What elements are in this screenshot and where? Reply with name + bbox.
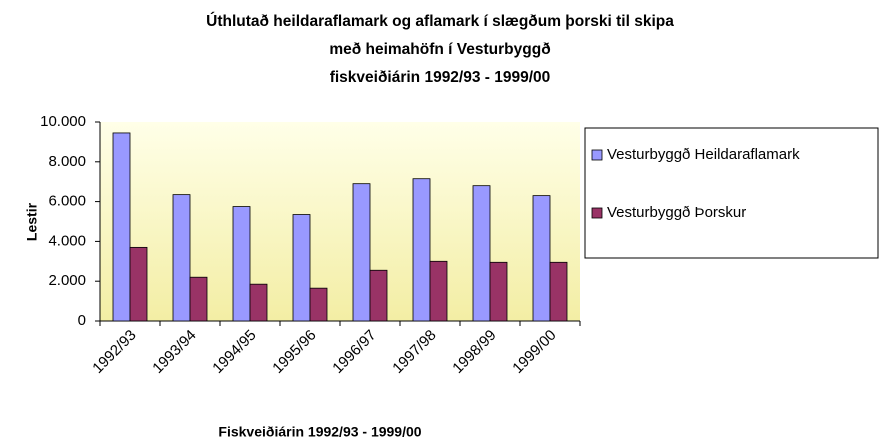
legend-label: Vesturbyggð Heildaraflamark	[607, 146, 800, 163]
bar	[369, 269, 388, 322]
x-tick-label: 1994/95	[209, 327, 259, 377]
x-tick-label: 1999/00	[509, 327, 559, 377]
y-tick-label: 0	[78, 312, 86, 329]
bar	[412, 178, 431, 322]
bar	[292, 214, 311, 322]
bar	[309, 287, 328, 322]
bar	[352, 183, 371, 322]
y-tick-label: 8.000	[48, 153, 86, 170]
y-tick-label: 6.000	[48, 193, 86, 210]
bar	[489, 261, 508, 322]
x-tick-label: 1993/94	[149, 327, 199, 377]
x-tick-label: 1992/93	[89, 327, 139, 377]
bar	[472, 185, 491, 322]
chart-title: Úthlutað heildaraflamark og aflamark í s…	[206, 12, 674, 30]
legend-swatch	[591, 207, 603, 219]
legend-swatch	[591, 149, 603, 161]
x-tick-label: 1995/96	[269, 327, 319, 377]
chart-title: með heimahöfn í Vesturbyggð	[329, 41, 550, 58]
x-tick-label: 1997/98	[389, 327, 439, 377]
bar	[112, 132, 131, 322]
plot-area	[100, 122, 580, 321]
bar	[429, 260, 448, 322]
x-tick-label: 1998/99	[449, 327, 499, 377]
y-tick-label: 4.000	[48, 232, 86, 249]
bar	[532, 195, 551, 322]
y-tick-label: 2.000	[48, 272, 86, 289]
x-tick-label: 1996/97	[329, 327, 379, 377]
bar	[549, 261, 568, 322]
chart-title: fiskveiðiárin 1992/93 - 1999/00	[330, 69, 551, 86]
bar	[189, 276, 208, 322]
bar	[129, 246, 148, 322]
bar	[232, 206, 251, 322]
legend-label: Vesturbyggð Þorskur	[607, 204, 746, 221]
y-axis-title: Lestir	[24, 202, 40, 241]
y-tick-label: 10.000	[40, 113, 86, 130]
x-axis-title: Fiskveiðiárin 1992/93 - 1999/00	[218, 424, 421, 440]
bar	[249, 283, 268, 322]
bar	[172, 194, 191, 322]
legend	[584, 127, 879, 259]
